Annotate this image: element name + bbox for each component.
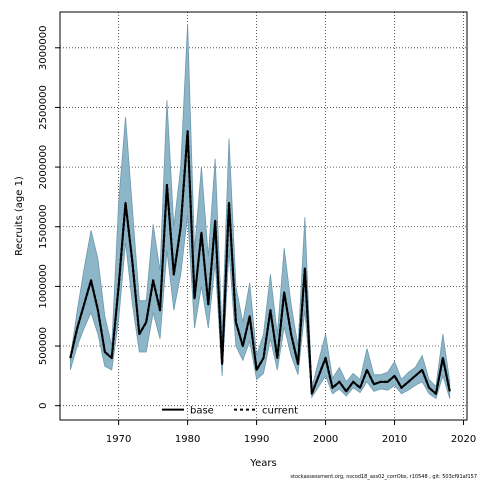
legend: base current (162, 406, 298, 417)
x-tick-label: 1990 (244, 434, 269, 445)
x-tick-label: 2010 (382, 434, 407, 445)
series-line-current (69, 130, 451, 395)
y-axis-ticks: 0 500000 1000000 1500000 2000000 2500000 30000… (38, 26, 60, 409)
series-lines (69, 130, 451, 395)
y-tick-label: 500000 (38, 327, 49, 365)
plot-frame (59, 11, 468, 421)
y-axis-title: Recruits (age 1) (14, 176, 25, 256)
y-tick-label: 0 (38, 402, 49, 408)
grid-lines (60, 12, 467, 420)
legend-label-base: base (190, 406, 214, 417)
x-tick-label: 1980 (175, 434, 200, 445)
confidence-band-group (69, 23, 451, 400)
y-tick-label: 2000000 (38, 145, 49, 190)
x-tick-label: 2000 (313, 434, 338, 445)
footnote: stockassessment.org, nscod18_ass02_corrO… (290, 474, 477, 480)
x-axis-ticks: 1970 1980 1990 2000 2010 2020 (106, 420, 476, 445)
x-tick-label: 2020 (451, 434, 476, 445)
y-tick-label: 3000000 (38, 26, 49, 71)
confidence-band (69, 23, 451, 400)
x-axis-title: Years (249, 458, 276, 469)
legend-label-current: current (262, 406, 298, 417)
x-tick-label: 1970 (106, 434, 131, 445)
y-tick-label: 1500000 (38, 204, 49, 249)
y-tick-label: 1000000 (38, 264, 49, 309)
y-tick-label: 2500000 (38, 85, 49, 130)
